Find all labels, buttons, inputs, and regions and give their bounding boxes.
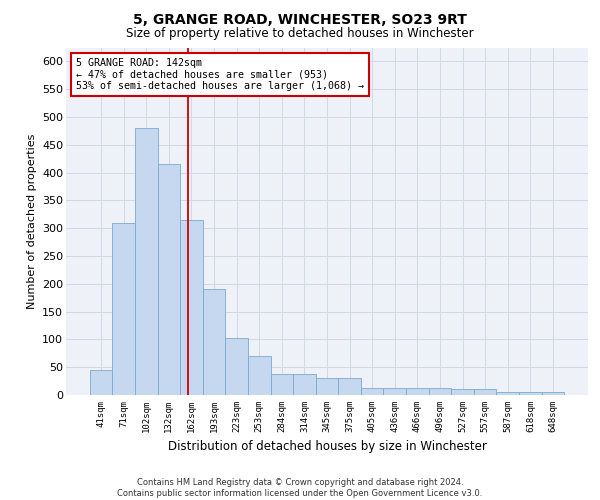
Bar: [496, 392, 519, 395]
Bar: [293, 374, 316, 395]
Bar: [135, 128, 158, 395]
Bar: [428, 388, 451, 395]
Bar: [474, 390, 496, 395]
Text: 5 GRANGE ROAD: 142sqm
← 47% of detached houses are smaller (953)
53% of semi-det: 5 GRANGE ROAD: 142sqm ← 47% of detached …: [76, 58, 364, 91]
X-axis label: Distribution of detached houses by size in Winchester: Distribution of detached houses by size …: [167, 440, 487, 454]
Bar: [361, 388, 383, 395]
Bar: [226, 338, 248, 395]
Bar: [112, 222, 135, 395]
Bar: [316, 378, 338, 395]
Bar: [90, 370, 112, 395]
Bar: [451, 390, 474, 395]
Bar: [383, 388, 406, 395]
Bar: [180, 220, 203, 395]
Text: Size of property relative to detached houses in Winchester: Size of property relative to detached ho…: [126, 28, 474, 40]
Bar: [338, 378, 361, 395]
Bar: [248, 356, 271, 395]
Text: 5, GRANGE ROAD, WINCHESTER, SO23 9RT: 5, GRANGE ROAD, WINCHESTER, SO23 9RT: [133, 12, 467, 26]
Y-axis label: Number of detached properties: Number of detached properties: [26, 134, 37, 309]
Bar: [158, 164, 180, 395]
Text: Contains HM Land Registry data © Crown copyright and database right 2024.
Contai: Contains HM Land Registry data © Crown c…: [118, 478, 482, 498]
Bar: [203, 290, 226, 395]
Bar: [271, 374, 293, 395]
Bar: [542, 392, 564, 395]
Bar: [406, 388, 428, 395]
Bar: [519, 392, 542, 395]
